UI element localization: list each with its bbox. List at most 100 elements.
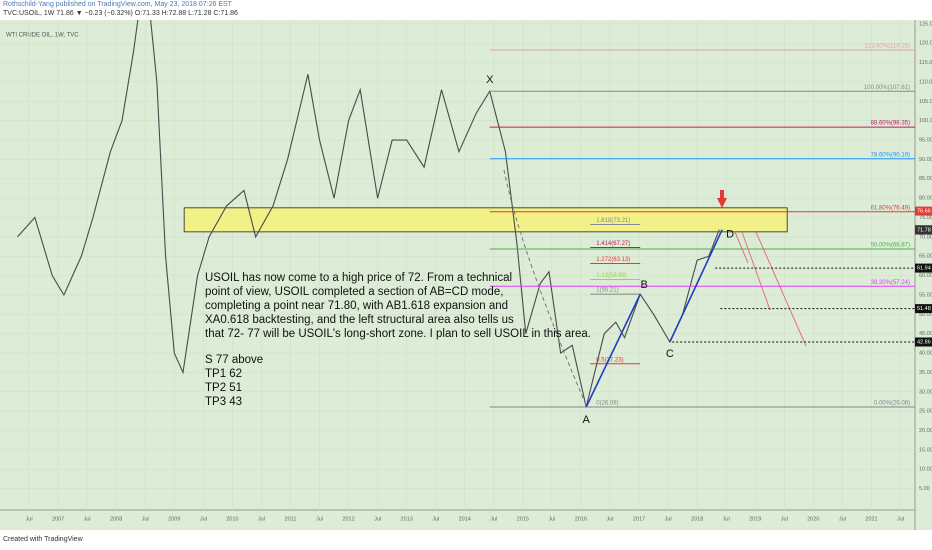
annotation-text: XA0.618 backtesting, and the left struct… [205,314,514,326]
extension-label: 1(55.21) [596,288,618,294]
x-tick-label: 2020 [807,516,819,522]
plot-background [0,20,932,530]
fib-label: 78.60%(90.19) [871,152,910,158]
price-label-box [915,225,932,235]
extension-label: 0(26.08) [596,401,618,407]
y-tick-label: 30.00 [919,389,932,395]
x-tick-label: Jul [548,516,555,522]
y-tick-label: 125.00 [919,21,932,27]
target-arrow [734,231,749,264]
x-tick-label: 2018 [691,516,703,522]
fib-label: 88.60%(98.35) [871,121,910,127]
y-tick-label: 110.00 [919,79,932,85]
price-label-box [915,337,932,347]
fib-label: 0.00%(26.08) [874,401,910,407]
annotation-text: point of view, USOIL completed a section… [205,286,503,298]
x-tick-label: Jul [839,516,846,522]
y-tick-label: 95.00 [919,138,932,144]
y-tick-label: 90.00 [919,157,932,163]
price-label: 61.94 [917,266,931,272]
x-tick-label: 2010 [226,516,238,522]
x-tick-label: Jul [200,516,207,522]
x-tick-label: 2009 [168,516,180,522]
fib-label: 38.20%(57.24) [871,280,910,286]
price-label-box [915,206,932,216]
y-tick-label: 10.00 [919,467,932,473]
annotation-text: completing a point near 71.80, with AB1.… [205,300,508,312]
y-tick-label: 100.00 [919,118,932,124]
x-tick-label: 2011 [285,516,297,522]
publisher: Rothschild-Yang published on TradingView… [3,1,232,8]
y-tick-label: 40.00 [919,351,932,357]
plan-text: TP2 51 [205,382,242,394]
x-tick-label: Jul [606,516,613,522]
price-label: 42.86 [917,339,931,345]
price-label: 76.66 [917,209,931,215]
price-line [17,20,720,408]
y-tick-label: 105.00 [919,99,932,105]
annotation-text: that 72- 77 will be USOIL's long-short z… [205,328,591,340]
target-arrow [755,231,807,347]
annotation-text: USOIL has now come to a high price of 72… [205,272,512,284]
x-tick-label: Jul [723,516,730,522]
y-tick-label: 85.00 [919,176,932,182]
pattern-leg [669,229,723,343]
x-tick-label: Jul [781,516,788,522]
x-tick-label: Jul [84,516,91,522]
price-label: 51.48 [917,306,931,312]
x-tick-label: 2021 [865,516,877,522]
xa-dashed [503,169,587,406]
y-tick-label: 80.00 [919,196,932,202]
y-tick-label: 5.00 [919,486,930,492]
point-label: C [666,348,674,360]
x-tick-label: Jul [258,516,265,522]
x-tick-label: 2013 [401,516,413,522]
symbol-label: WTI CRUDE OIL, 1W, TVC [6,33,79,39]
point-label: X [486,74,494,86]
extension-label: 0.5(37.23) [596,357,623,363]
x-tick-label: Jul [897,516,904,522]
x-tick-label: Jul [665,516,672,522]
y-tick-label: 50.00 [919,312,932,318]
x-tick-label: Jul [316,516,323,522]
y-tick-label: 60.00 [919,273,932,279]
fib-label: 123.60%(118.25) [864,44,910,50]
x-tick-label: Jul [26,516,33,522]
plan-text: TP1 62 [205,368,242,380]
extension-label: 1.618(73.21) [596,218,630,224]
x-tick-label: 2019 [749,516,761,522]
y-tick-label: 120.00 [919,41,932,47]
fib-label: 50.00%(66.87) [871,243,910,249]
y-tick-label: 75.00 [919,215,932,221]
y-tick-label: 70.00 [919,234,932,240]
x-tick-label: Jul [374,516,381,522]
extension-label: 1.414(67.27) [596,241,630,247]
y-tick-label: 45.00 [919,331,932,337]
x-tick-label: 2008 [110,516,122,522]
x-tick-label: Jul [142,516,149,522]
extension-label: 1.13(58.99) [596,273,627,279]
y-tick-label: 25.00 [919,409,932,415]
target-arrow [741,231,771,311]
point-label: D [726,229,734,241]
x-tick-label: 2017 [633,516,645,522]
pattern-leg [585,293,641,408]
x-tick-label: 2015 [517,516,529,522]
price-label-box [915,263,932,273]
plan-text: TP3 43 [205,396,242,408]
y-tick-label: 35.00 [919,370,932,376]
extension-label: 1.272(63.13) [596,257,630,263]
sell-arrow [717,190,727,208]
fib-label: 100.00%(107.61) [864,85,910,91]
fib-label: 61.80%(76.49) [871,205,910,211]
x-tick-label: 2016 [575,516,587,522]
y-tick-label: 65.00 [919,254,932,260]
price-label: 71.78 [917,227,931,233]
y-tick-label: 15.00 [919,447,932,453]
ohlc: TVC:USOIL, 1W 71.86 ▼ −0.23 (−0.32%) O:7… [3,10,238,17]
chart: WTI CRUDE OIL, 1W, TVC 5.00 10.00 15.00 20.… [0,20,932,530]
x-tick-label: Jul [432,516,439,522]
y-tick-label: 55.00 [919,292,932,298]
footer: Created with TradingView [3,536,83,543]
